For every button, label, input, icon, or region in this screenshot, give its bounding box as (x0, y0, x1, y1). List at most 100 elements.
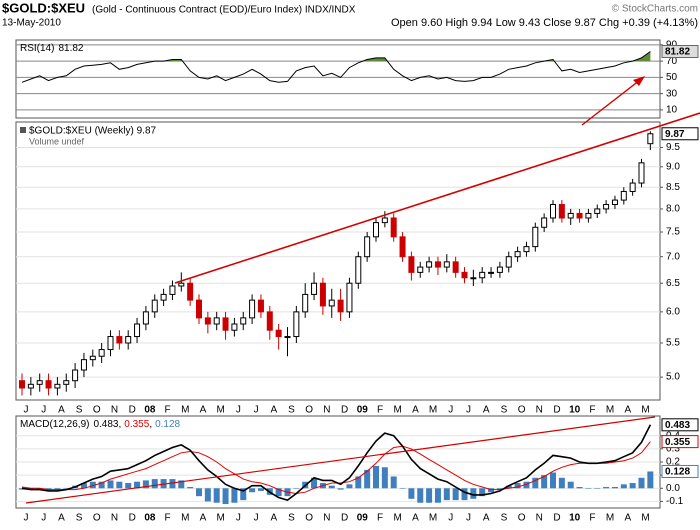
histogram-bar (54, 488, 61, 490)
x-tick-label: S (501, 405, 508, 416)
x-tick-label: J (254, 405, 259, 416)
x-tick-label: A (483, 513, 490, 524)
last-value-label: 81.82 (665, 47, 690, 58)
histogram-bar (364, 469, 371, 489)
x-tick-label: N (323, 405, 330, 416)
candle-body (142, 311, 149, 325)
candle-body (567, 212, 574, 219)
candle-body (72, 369, 79, 382)
last-value-label: 0.355 (665, 437, 690, 448)
x-tick-label: J (466, 513, 471, 524)
candle-body (629, 182, 636, 192)
legend-value: 0.355 (124, 419, 149, 430)
histogram-bar (399, 488, 406, 489)
candle-body (54, 383, 61, 389)
x-tick-label: F (165, 405, 171, 416)
arrow-head (633, 76, 645, 86)
x-tick-label: M (429, 405, 437, 416)
candle-body (302, 293, 309, 313)
y-tick-label: 8.0 (666, 204, 680, 215)
y-tick-label: 6.5 (666, 278, 680, 289)
histogram-bar (257, 488, 264, 491)
histogram-bar (151, 479, 158, 489)
candle-body (116, 336, 123, 344)
histogram-bar (620, 484, 627, 489)
candle-body (381, 217, 388, 224)
legend-separator: , (119, 419, 122, 430)
last-value-box (661, 464, 699, 478)
histogram-bar (134, 481, 141, 489)
x-tick-label: S (501, 513, 508, 524)
histogram-bar (107, 480, 114, 489)
x-tick-label: N (323, 513, 330, 524)
histogram-bar (417, 488, 424, 503)
histogram-bar (505, 485, 512, 489)
histogram-bar (426, 488, 433, 503)
x-tick-label: D (129, 513, 136, 524)
x-tick-label: F (165, 513, 171, 524)
histogram-bar (523, 481, 530, 489)
candle-body (125, 336, 132, 344)
x-tick-label: J (24, 513, 29, 524)
x-tick-label: J (466, 405, 471, 416)
histogram-bar (63, 488, 70, 489)
candle-body (647, 133, 654, 145)
y-tick-label: 0.0 (666, 483, 680, 494)
candle-body (240, 317, 247, 325)
y-tick-label: 0.3 (666, 443, 680, 454)
macd-line (21, 441, 651, 495)
x-tick-label: 09 (357, 405, 369, 416)
x-tick-label: O (93, 513, 101, 524)
candle-body (45, 380, 52, 389)
y-tick-label: 10 (666, 105, 678, 116)
candle-body (187, 282, 194, 301)
candle-body (319, 282, 326, 307)
histogram-bar (275, 488, 282, 497)
histogram-bar (567, 481, 574, 489)
candle-body (266, 311, 273, 331)
candle-body (63, 380, 70, 385)
histogram-bar (337, 488, 344, 490)
legend-value: 0.483 (93, 419, 118, 430)
y-tick-label: 7.0 (666, 251, 680, 262)
x-tick-label: N (111, 405, 118, 416)
candle-body (576, 212, 583, 219)
x-tick-label: 08 (144, 405, 156, 416)
histogram-bar (585, 488, 592, 489)
x-tick-label: M (217, 405, 225, 416)
candle-body (470, 277, 477, 280)
x-tick-label: J (41, 513, 46, 524)
x-tick-label: S (288, 513, 295, 524)
histogram-bar (89, 481, 96, 489)
y-tick-label: 9.0 (666, 161, 680, 172)
histogram-bar (249, 488, 256, 493)
y-tick-label: 5.0 (666, 372, 680, 383)
candle-body (178, 282, 185, 287)
last-value-label: 0.483 (665, 420, 690, 431)
candle-body (514, 251, 521, 258)
trendline (174, 112, 700, 284)
x-tick-label: J (236, 513, 241, 524)
candle-body (461, 271, 468, 279)
y-tick-label: 6.0 (666, 307, 680, 318)
histogram-bar (452, 488, 459, 501)
last-value-label: 9.87 (665, 129, 685, 140)
x-tick-label: A (412, 513, 419, 524)
candle-body (399, 236, 406, 258)
histogram-bar (187, 486, 194, 489)
x-tick-label: O (305, 405, 313, 416)
panel-frame (15, 39, 661, 119)
x-tick-label: A (270, 513, 277, 524)
histogram-bar (381, 467, 388, 489)
histogram-bar (196, 488, 202, 497)
x-tick-label: 10 (569, 405, 581, 416)
histogram-bar (558, 477, 565, 489)
candle-body (27, 383, 34, 389)
x-tick-label: J (448, 405, 453, 416)
x-tick-label: D (553, 513, 560, 524)
histogram-bar (240, 488, 247, 501)
x-tick-label: A (58, 405, 65, 416)
histogram-bar (80, 483, 87, 489)
histogram-bar (594, 488, 601, 489)
histogram-bar (204, 488, 211, 502)
